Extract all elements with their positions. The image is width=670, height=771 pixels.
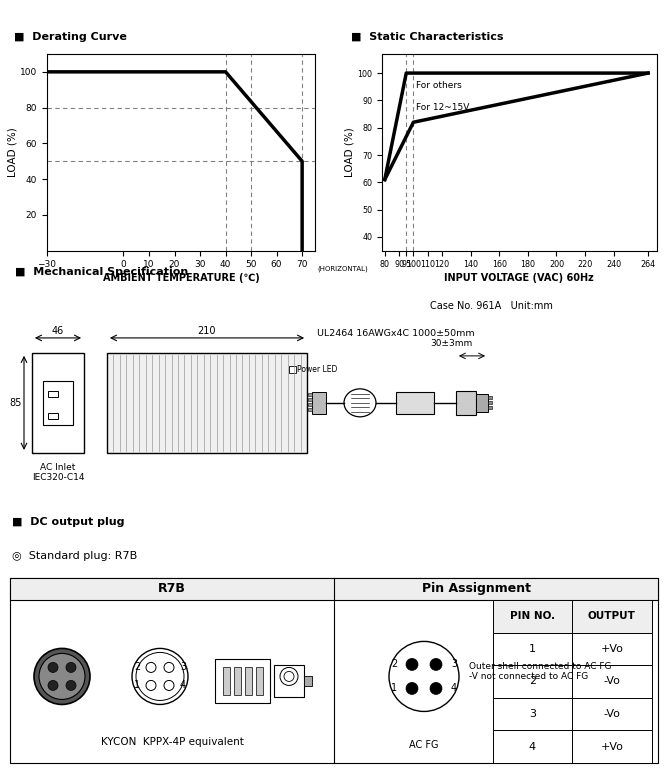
Circle shape bbox=[430, 658, 442, 671]
Bar bbox=[48, 412, 58, 419]
Circle shape bbox=[430, 682, 442, 695]
Text: 3: 3 bbox=[180, 662, 186, 672]
Circle shape bbox=[284, 672, 294, 682]
Text: 46: 46 bbox=[52, 326, 64, 336]
Text: -Vo: -Vo bbox=[604, 709, 620, 719]
Bar bbox=[492, 730, 651, 763]
Bar bbox=[48, 391, 58, 397]
Text: For others: For others bbox=[416, 81, 462, 90]
Circle shape bbox=[132, 648, 188, 705]
Bar bbox=[488, 401, 492, 404]
Circle shape bbox=[146, 662, 156, 672]
Text: KYCON  KPPX-4P equivalent: KYCON KPPX-4P equivalent bbox=[100, 737, 243, 747]
Text: +Vo: +Vo bbox=[600, 742, 623, 752]
Bar bbox=[43, 381, 73, 425]
Text: (HORIZONTAL): (HORIZONTAL) bbox=[318, 265, 368, 272]
Text: 2: 2 bbox=[391, 659, 397, 669]
Bar bbox=[304, 676, 312, 686]
Circle shape bbox=[406, 658, 418, 671]
Text: 1: 1 bbox=[529, 644, 536, 654]
Bar bbox=[10, 578, 658, 763]
Bar bbox=[289, 366, 296, 373]
Circle shape bbox=[66, 662, 76, 672]
Text: 2: 2 bbox=[134, 662, 140, 672]
Circle shape bbox=[34, 648, 90, 705]
Bar bbox=[256, 668, 263, 695]
Text: R7B: R7B bbox=[158, 582, 186, 595]
Circle shape bbox=[406, 682, 418, 695]
Bar bbox=[308, 403, 312, 406]
Bar bbox=[308, 398, 312, 401]
Bar bbox=[274, 665, 304, 698]
Circle shape bbox=[48, 681, 58, 691]
Text: +Vo: +Vo bbox=[600, 644, 623, 654]
Bar bbox=[488, 396, 492, 399]
Bar bbox=[308, 408, 312, 411]
Ellipse shape bbox=[344, 389, 376, 417]
Bar bbox=[223, 668, 230, 695]
Text: 85: 85 bbox=[9, 398, 22, 408]
Bar bbox=[234, 668, 241, 695]
X-axis label: AMBIENT TEMPERATURE (℃): AMBIENT TEMPERATURE (℃) bbox=[103, 274, 259, 284]
Circle shape bbox=[48, 662, 58, 672]
Text: 3: 3 bbox=[529, 709, 536, 719]
Bar bbox=[488, 406, 492, 409]
Bar bbox=[32, 353, 84, 453]
Bar bbox=[107, 353, 307, 453]
Bar bbox=[312, 392, 326, 414]
Text: PIN NO.: PIN NO. bbox=[510, 611, 555, 621]
Text: -Vo: -Vo bbox=[604, 676, 620, 686]
Circle shape bbox=[280, 668, 298, 685]
Bar bbox=[215, 659, 270, 703]
Circle shape bbox=[39, 654, 85, 699]
Text: Power LED: Power LED bbox=[297, 365, 338, 375]
Bar bbox=[492, 698, 651, 730]
Text: Case No. 961A   Unit:mm: Case No. 961A Unit:mm bbox=[430, 301, 553, 311]
Circle shape bbox=[164, 662, 174, 672]
Text: 4: 4 bbox=[529, 742, 536, 752]
Bar bbox=[492, 632, 651, 665]
Text: ■  Derating Curve: ■ Derating Curve bbox=[13, 32, 127, 42]
Bar bbox=[10, 578, 658, 600]
Text: AC FG: AC FG bbox=[409, 740, 439, 750]
Text: 30±3mm: 30±3mm bbox=[430, 339, 472, 348]
Y-axis label: LOAD (%): LOAD (%) bbox=[344, 127, 354, 177]
Circle shape bbox=[136, 652, 184, 700]
Text: For 12~15V: For 12~15V bbox=[416, 103, 470, 112]
Text: ■  Mechanical Specification: ■ Mechanical Specification bbox=[15, 268, 188, 277]
Text: Outer shell connected to AC FG
-V not connected to AC FG: Outer shell connected to AC FG -V not co… bbox=[469, 662, 612, 681]
Bar bbox=[396, 392, 434, 414]
Circle shape bbox=[66, 681, 76, 691]
Text: 2: 2 bbox=[529, 676, 536, 686]
Bar bbox=[308, 393, 312, 396]
Text: 4: 4 bbox=[180, 681, 186, 691]
Text: 1: 1 bbox=[134, 681, 140, 691]
Text: 3: 3 bbox=[451, 659, 457, 669]
Text: ■  Static Characteristics: ■ Static Characteristics bbox=[351, 32, 504, 42]
Circle shape bbox=[164, 681, 174, 691]
Text: UL2464 16AWGx4C 1000±50mm: UL2464 16AWGx4C 1000±50mm bbox=[317, 329, 474, 338]
Bar bbox=[456, 391, 476, 415]
Y-axis label: LOAD (%): LOAD (%) bbox=[7, 127, 17, 177]
Text: ■  DC output plug: ■ DC output plug bbox=[11, 517, 124, 527]
Text: ◎  Standard plug: R7B: ◎ Standard plug: R7B bbox=[12, 550, 137, 561]
Bar bbox=[245, 668, 252, 695]
Text: 1: 1 bbox=[391, 683, 397, 693]
Text: OUTPUT: OUTPUT bbox=[588, 611, 636, 621]
Text: 4: 4 bbox=[451, 683, 457, 693]
Text: 210: 210 bbox=[198, 326, 216, 336]
Circle shape bbox=[389, 641, 459, 712]
Circle shape bbox=[146, 681, 156, 691]
Text: AC Inlet
IEC320-C14: AC Inlet IEC320-C14 bbox=[31, 463, 84, 482]
Bar bbox=[476, 394, 488, 412]
Bar bbox=[492, 600, 651, 632]
Text: Pin Assignment: Pin Assignment bbox=[422, 582, 531, 595]
X-axis label: INPUT VOLTAGE (VAC) 60Hz: INPUT VOLTAGE (VAC) 60Hz bbox=[444, 274, 594, 284]
Bar bbox=[492, 665, 651, 698]
